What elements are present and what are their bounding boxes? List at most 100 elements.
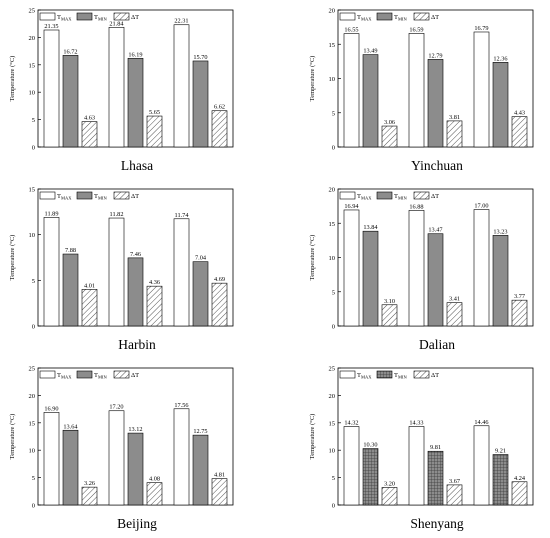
bar-tmin (192, 60, 209, 148)
legend-label-dt: ΔT (131, 14, 139, 21)
bar-value-label: 4.36 (149, 279, 160, 286)
bar-value-label: 13.47 (428, 227, 442, 234)
bar-value-label: 10.30 (363, 442, 377, 449)
y-tick-label: 0 (332, 324, 335, 331)
bar-value-label: 4.81 (214, 472, 225, 479)
bar-dt (381, 487, 398, 506)
y-axis-label: Temperature (°C) (9, 235, 16, 281)
y-tick-label: 20 (29, 35, 36, 42)
legend-swatch-tmax (339, 191, 356, 200)
legend-label-tmin: TMIN (94, 372, 107, 380)
bar-value-label: 11.89 (45, 210, 59, 217)
bar-value-label: 12.36 (493, 55, 507, 62)
x-tick-label: 0.3 (431, 151, 439, 152)
y-tick-label: 10 (29, 232, 36, 239)
bar-value-label: 21.84 (109, 20, 124, 27)
y-tick-label: 25 (329, 366, 336, 373)
bar-dt (446, 120, 463, 148)
y-tick-label: 10 (329, 255, 336, 262)
bar-value-label: 12.79 (428, 52, 442, 59)
chart-panel-lhasa: 0 5 10 15 20 25 Temperature (°C) 0.2 21.35 16.72 4… (5, 4, 245, 174)
bar-value-label: 17.00 (474, 203, 488, 210)
legend-swatch-tmax (39, 12, 56, 21)
y-tick-label: 5 (332, 110, 335, 117)
city-title-harbin: Harbin (118, 337, 156, 352)
y-tick-label: 25 (29, 366, 36, 373)
x-tick-label: 0.2 (366, 330, 374, 331)
bar-tmax (473, 425, 490, 506)
x-tick-label: 0.2 (66, 151, 74, 152)
x-tick-label: 0.3 (431, 509, 439, 510)
bar-value-label: 17.20 (109, 404, 123, 411)
city-title-beijing: Beijing (117, 516, 157, 531)
bar-value-label: 3.10 (384, 298, 395, 305)
bar-dt (81, 486, 98, 506)
bar-dt (511, 481, 528, 506)
bar-tmax (173, 218, 190, 327)
x-tick-label: 0.2 (366, 509, 374, 510)
legend-swatch-tmin (376, 370, 393, 379)
y-tick-label: 0 (32, 324, 35, 331)
y-tick-label: 15 (29, 187, 36, 194)
bar-value-label: 3.20 (384, 480, 395, 487)
legend-label-dt: ΔT (131, 193, 139, 200)
y-tick-label: 20 (329, 8, 336, 15)
y-tick-label: 0 (332, 503, 335, 510)
x-tick-label: 0.3 (131, 151, 139, 152)
x-tick-label: 0.4 (196, 330, 205, 331)
bar-dt (381, 304, 398, 327)
bar-tmin (362, 448, 379, 506)
y-tick-label: 0 (32, 503, 35, 510)
legend-label-dt: ΔT (131, 372, 139, 379)
bar-tmax (408, 426, 425, 506)
y-tick-label: 15 (329, 420, 336, 427)
bar-value-label: 7.04 (195, 255, 207, 262)
bar-value-label: 16.79 (474, 25, 488, 32)
bar-value-label: 12.75 (193, 428, 207, 435)
bar-value-label: 3.41 (449, 296, 460, 303)
bar-tmax (473, 31, 490, 148)
city-title-shenyang: Shenyang (410, 516, 464, 531)
bar-value-label: 14.33 (409, 419, 423, 426)
x-tick-label: 0.3 (131, 509, 139, 510)
x-tick-label: 0.3 (131, 330, 139, 331)
bar-value-label: 14.32 (344, 420, 358, 427)
y-tick-label: 15 (329, 221, 336, 228)
legend-swatch-tmax (39, 191, 56, 200)
y-tick-label: 15 (29, 62, 36, 69)
bar-tmax (43, 217, 60, 327)
legend-label-dt: ΔT (431, 372, 439, 379)
y-axis-label: Temperature (°C) (309, 235, 316, 281)
y-axis-label: Temperature (°C) (9, 56, 16, 102)
chart-svg-dalian: 0 5 10 15 20 Temperature (°C) 0.2 16.94 13.84 3.1… (309, 187, 534, 331)
bar-value-label: 4.24 (514, 475, 526, 482)
legend-swatch-tmin (376, 12, 393, 21)
chart-panel-dalian: 0 5 10 15 20 Temperature (°C) 0.2 16.94 13.84 3.1… (305, 183, 545, 353)
bar-value-label: 16.90 (44, 405, 58, 412)
y-axis-label: Temperature (°C) (309, 414, 316, 460)
bar-value-label: 3.06 (384, 119, 395, 126)
x-tick-label: 0.2 (66, 330, 74, 331)
legend-swatch-dt (113, 370, 130, 379)
bar-dt (146, 482, 163, 506)
bar-value-label: 6.62 (214, 104, 225, 111)
bar-tmin (362, 54, 379, 148)
bar-tmax (473, 209, 490, 327)
legend-label-tmax: TMAX (57, 372, 72, 380)
legend-label-tmax: TMAX (357, 14, 372, 22)
chart-svg-beijing: 0 5 10 15 20 25 Temperature (°C) 0.2 16.90 13.64 3… (9, 366, 234, 510)
y-tick-label: 20 (329, 393, 336, 400)
legend-swatch-tmax (339, 370, 356, 379)
bar-tmax (173, 24, 190, 148)
bar-tmax (343, 426, 360, 506)
y-tick-label: 15 (29, 420, 36, 427)
bar-value-label: 4.69 (214, 276, 225, 283)
legend-label-tmax: TMAX (357, 372, 372, 380)
bar-value-label: 9.81 (430, 444, 441, 451)
y-tick-label: 5 (32, 475, 35, 482)
legend-swatch-tmin (76, 12, 93, 21)
legend-swatch-dt (113, 191, 130, 200)
bar-tmin (427, 450, 444, 506)
x-tick-label: 0.2 (66, 509, 74, 510)
bar-value-label: 17.56 (174, 402, 188, 409)
